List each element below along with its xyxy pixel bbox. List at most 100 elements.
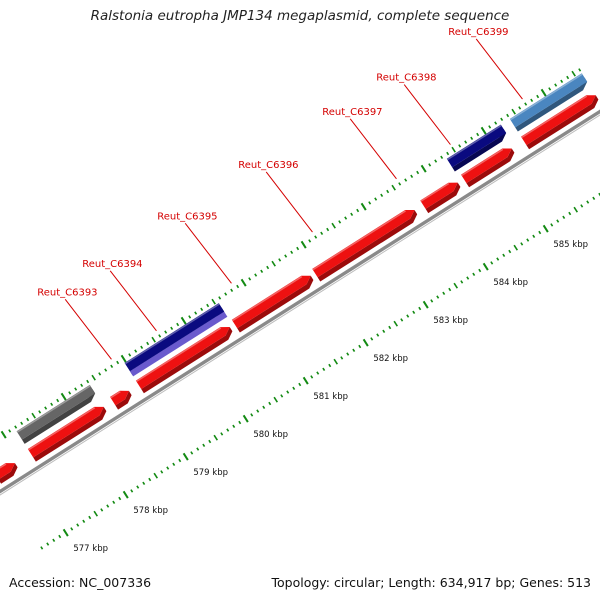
- gene-label[interactable]: Reut_C6398: [376, 73, 436, 84]
- outer-minor-tick: [110, 364, 114, 368]
- gene-arrow[interactable]: [509, 73, 590, 132]
- inner-minor-tick: [178, 458, 182, 463]
- inner-minor-tick: [238, 420, 242, 425]
- gene-arrow-sheen: [312, 210, 407, 271]
- gene-label-leader: [109, 270, 157, 332]
- gene-arrow[interactable]: [312, 206, 420, 282]
- gene-box-sheen: [509, 73, 583, 121]
- inner-minor-tick: [262, 405, 266, 409]
- inner-minor-tick: [100, 508, 104, 512]
- gene-label-leader: [349, 118, 397, 180]
- gene-arrow-top: [420, 182, 458, 209]
- outer-minor-tick: [158, 334, 162, 338]
- inner-minor-tick: [118, 496, 122, 501]
- outer-minor-tick: [494, 121, 498, 125]
- outer-minor-tick: [368, 201, 372, 205]
- outer-major-tick: [120, 354, 127, 363]
- gene-arrow[interactable]: [124, 303, 228, 377]
- outer-minor-tick: [374, 197, 378, 201]
- outer-minor-tick: [571, 70, 576, 77]
- gene-arrow-sheen: [110, 390, 121, 399]
- inner-minor-tick: [370, 337, 374, 341]
- gene-label[interactable]: Reut_C6397: [322, 107, 382, 118]
- inner-minor-tick: [568, 211, 572, 216]
- inner-minor-tick: [148, 477, 152, 482]
- outer-minor-tick: [271, 260, 276, 267]
- gene-arrow[interactable]: [420, 178, 463, 214]
- inner-minor-tick: [70, 527, 74, 531]
- gene-arrow-top: [27, 406, 104, 458]
- outer-minor-tick: [464, 140, 468, 144]
- outer-minor-tick: [151, 336, 156, 343]
- gene-arrow[interactable]: [231, 272, 316, 333]
- gene-box-sheen: [446, 124, 502, 161]
- gene-arrow-sheen: [231, 276, 303, 322]
- gene-arrow[interactable]: [135, 323, 235, 394]
- gene-label[interactable]: Reut_C6396: [238, 160, 298, 171]
- gene-label[interactable]: Reut_C6395: [157, 211, 217, 222]
- inner-major-tick: [182, 452, 189, 461]
- gene-highlight: [129, 311, 228, 377]
- inner-minor-tick: [256, 409, 260, 413]
- outer-minor-tick: [548, 87, 552, 91]
- gene-arrow[interactable]: [110, 387, 134, 410]
- gene-arrow-side: [237, 275, 314, 333]
- outer-minor-tick: [314, 235, 318, 239]
- gene-arrow-top: [135, 327, 230, 390]
- gene-arrow[interactable]: [27, 403, 109, 462]
- gene-label[interactable]: Reut_C6399: [448, 27, 508, 38]
- inner-minor-tick: [340, 356, 344, 360]
- outer-minor-tick: [56, 398, 60, 403]
- outer-minor-tick: [140, 345, 144, 349]
- gene-arrow-side: [0, 451, 1, 466]
- inner-minor-tick: [88, 515, 92, 520]
- outer-minor-tick: [128, 353, 132, 357]
- outer-minor-tick: [206, 303, 210, 308]
- inner-minor-tick: [496, 257, 500, 261]
- gene-arrow-sheen: [420, 182, 450, 202]
- outer-minor-tick: [8, 429, 12, 433]
- topology-stats-text: Topology: circular; Length: 634,917 bp; …: [271, 575, 592, 590]
- inner-minor-tick: [352, 348, 356, 352]
- inner-minor-tick: [418, 306, 422, 311]
- tick-label: 579 kbp: [193, 468, 228, 478]
- outer-minor-tick: [290, 250, 294, 254]
- inner-major-tick: [62, 528, 69, 537]
- outer-minor-tick: [320, 231, 324, 235]
- inner-minor-tick: [430, 299, 434, 303]
- gene-arrow[interactable]: [16, 384, 98, 444]
- outer-minor-tick: [278, 258, 282, 262]
- outer-major-tick: [240, 278, 247, 287]
- inner-minor-tick: [502, 253, 506, 257]
- outer-minor-tick: [211, 298, 216, 305]
- gene-arrow[interactable]: [0, 446, 1, 466]
- inner-minor-tick: [376, 333, 380, 337]
- inner-minor-tick: [166, 466, 170, 470]
- tick-label: 582 kbp: [373, 354, 408, 364]
- outer-minor-tick: [386, 189, 390, 194]
- outer-minor-tick: [218, 296, 222, 300]
- inner-minor-tick: [460, 280, 464, 284]
- inner-minor-tick: [358, 344, 362, 349]
- gene-arrow[interactable]: [0, 459, 20, 484]
- gene-arrow-sheen: [0, 463, 7, 473]
- outer-minor-tick: [91, 374, 96, 381]
- inner-major-tick: [302, 376, 309, 385]
- gene-arrow[interactable]: [521, 91, 600, 150]
- outer-minor-tick: [80, 383, 84, 387]
- inner-minor-tick: [226, 428, 230, 432]
- outer-minor-tick: [116, 360, 120, 365]
- gene-arrow[interactable]: [461, 144, 517, 188]
- gene-arrow[interactable]: [446, 124, 509, 172]
- outer-minor-tick: [446, 151, 450, 156]
- inner-major-tick: [362, 338, 369, 347]
- outer-minor-tick: [98, 372, 102, 376]
- gene-label[interactable]: Reut_C6394: [82, 259, 142, 270]
- inner-minor-tick: [232, 424, 236, 428]
- gene-label[interactable]: Reut_C6393: [37, 287, 97, 298]
- outer-minor-tick: [434, 159, 438, 163]
- inner-minor-tick: [292, 386, 296, 390]
- outer-minor-tick: [194, 311, 198, 315]
- gene-label-leader: [184, 222, 232, 284]
- gene-box-sheen: [124, 303, 220, 365]
